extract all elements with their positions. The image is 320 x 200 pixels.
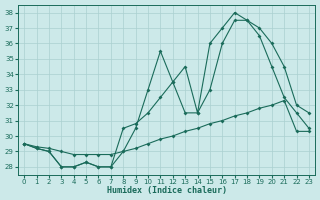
X-axis label: Humidex (Indice chaleur): Humidex (Indice chaleur) [107,186,227,195]
